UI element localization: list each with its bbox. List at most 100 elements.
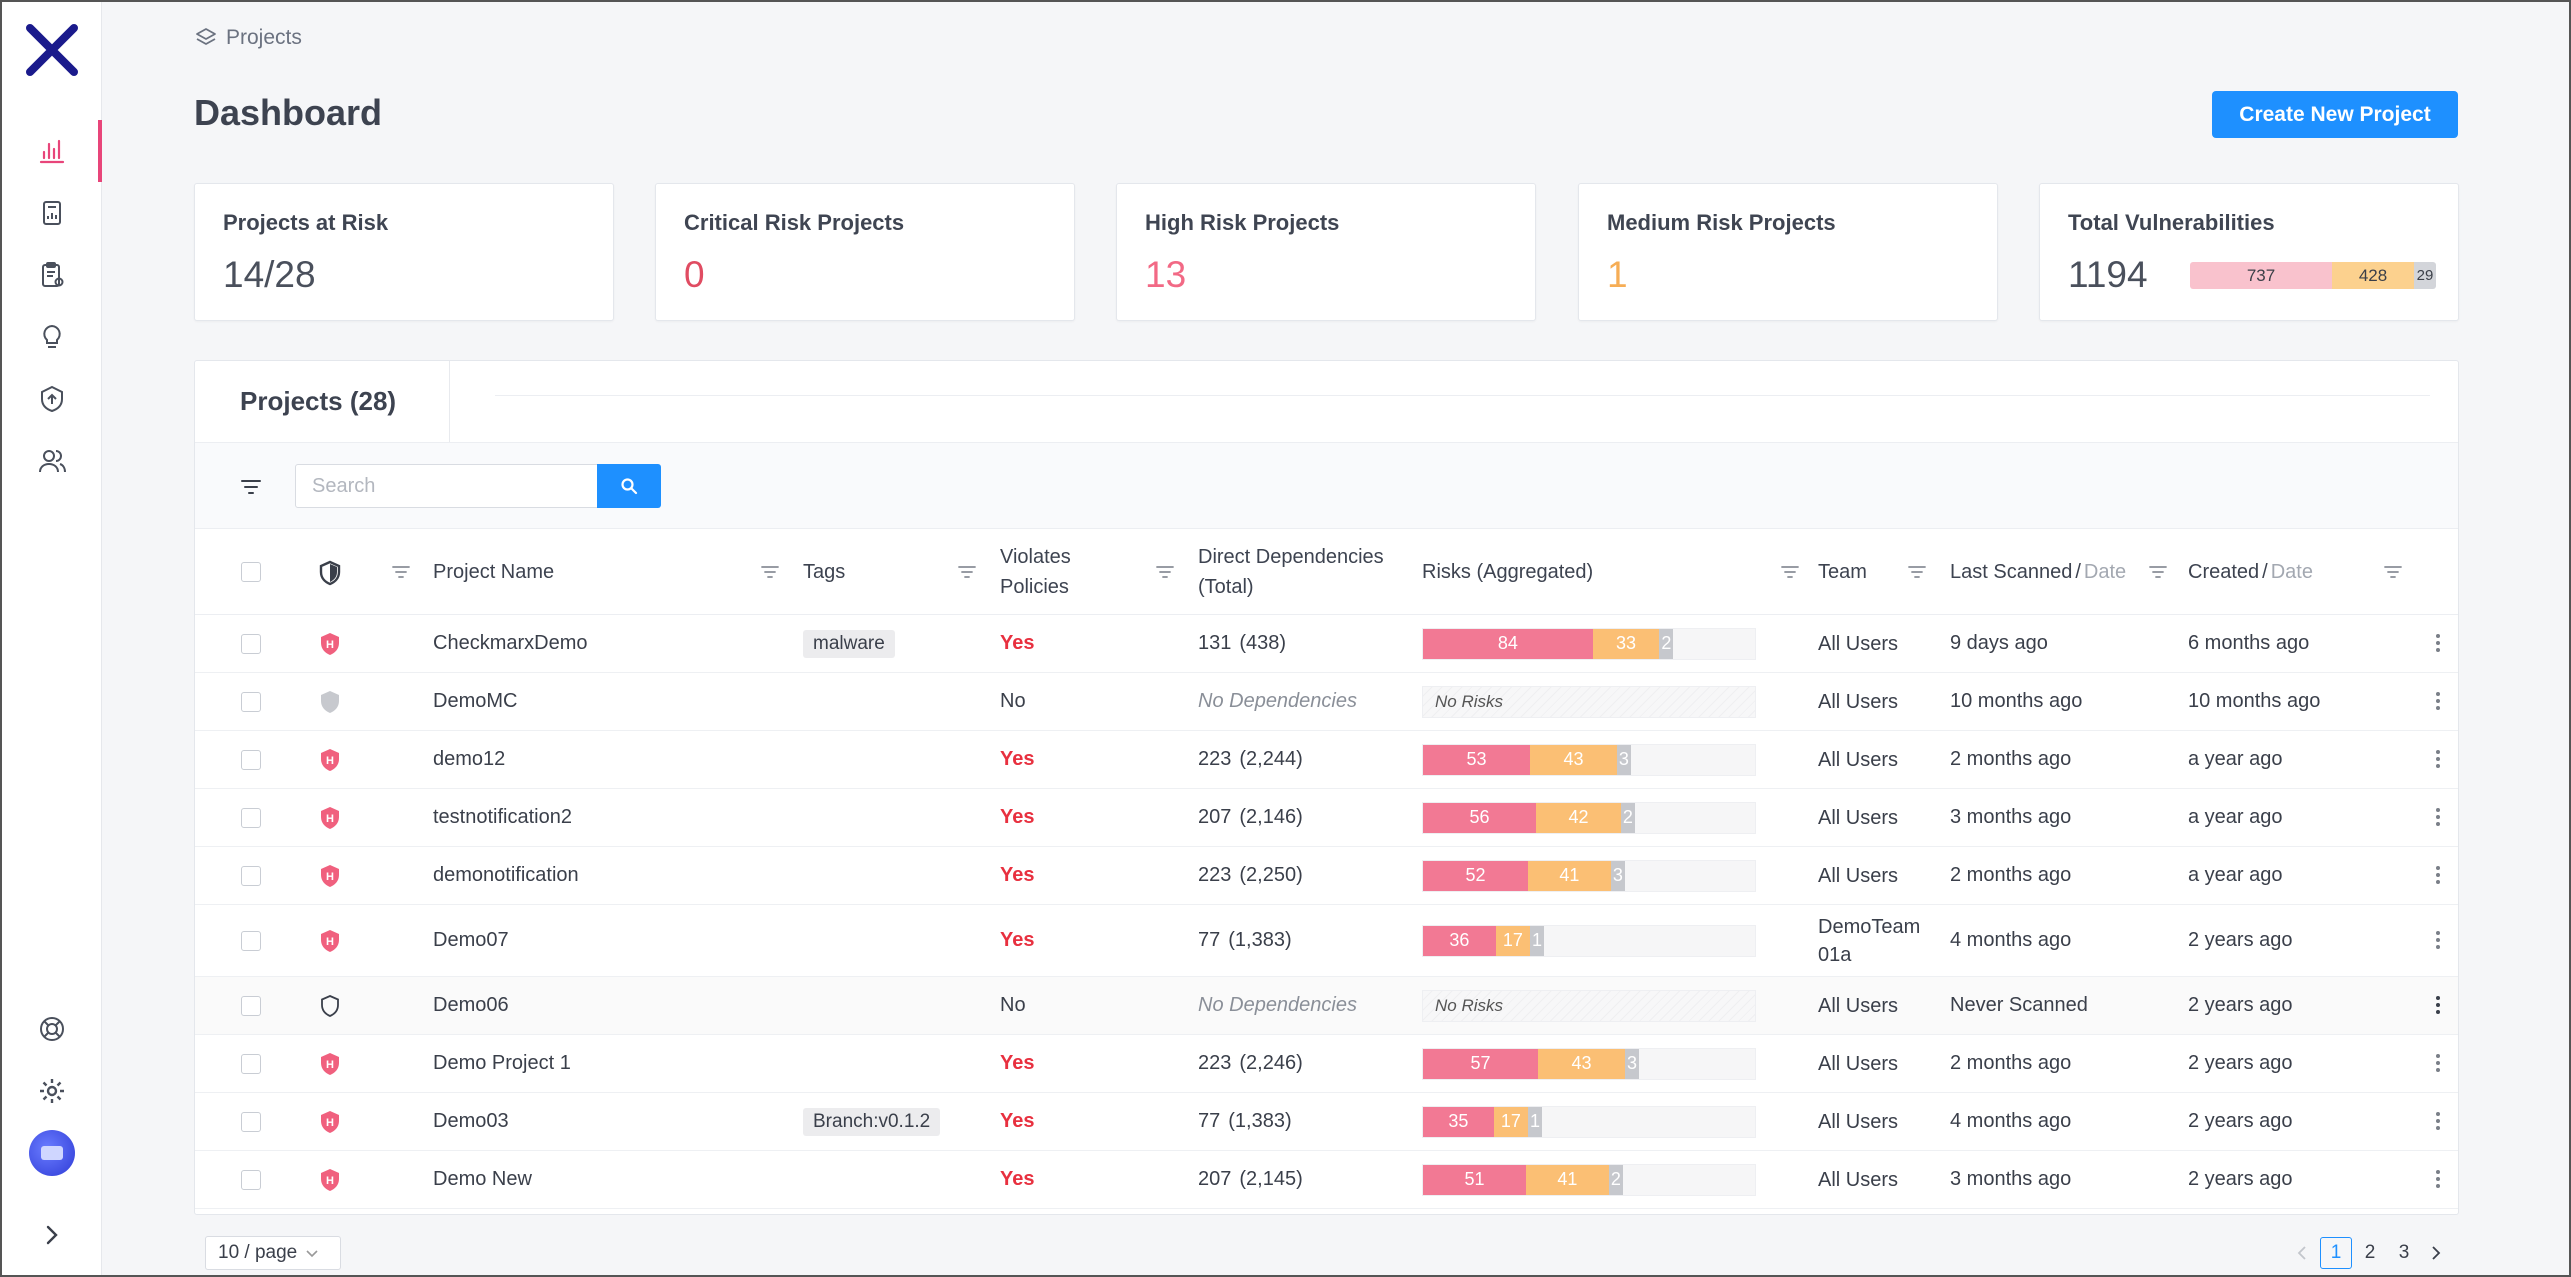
- col-tags[interactable]: Tags: [803, 561, 846, 583]
- nav-dashboard[interactable]: [2, 120, 102, 182]
- table-row[interactable]: H Demo New Yes 207 (2,145) 51 41 2 All Users 3 mo…: [195, 1151, 2458, 1209]
- row-more-menu[interactable]: [2435, 749, 2441, 770]
- project-tag[interactable]: malware: [803, 629, 895, 658]
- row-checkbox[interactable]: [241, 931, 261, 951]
- violates-policies: Yes: [1000, 1110, 1035, 1132]
- filter-icon[interactable]: [2148, 563, 2168, 581]
- row-more-menu[interactable]: [2435, 865, 2441, 886]
- col-risks[interactable]: Risks (Aggregated): [1422, 561, 1594, 583]
- col-team[interactable]: Team: [1818, 561, 1867, 583]
- project-name[interactable]: Demo06: [433, 994, 509, 1016]
- risk-bar[interactable]: 52 41 3: [1422, 859, 1756, 892]
- risk-bar[interactable]: 35 17 1: [1422, 1105, 1756, 1138]
- search-input[interactable]: [295, 464, 599, 508]
- row-more-menu[interactable]: [2435, 633, 2441, 654]
- nav-policies[interactable]: [2, 244, 102, 306]
- project-name[interactable]: Demo07: [433, 929, 509, 951]
- row-checkbox[interactable]: [241, 750, 261, 770]
- filter-icon[interactable]: [1907, 563, 1927, 581]
- search-button[interactable]: [597, 464, 661, 508]
- risk-bar[interactable]: 36 17 1: [1422, 924, 1756, 957]
- row-checkbox[interactable]: [241, 1112, 261, 1132]
- nav-insights[interactable]: [2, 306, 102, 368]
- table-row[interactable]: H Demo07 Yes 77 (1,383) 36 17 1 DemoTeam 01a 4 mo…: [195, 905, 2458, 977]
- tab-projects[interactable]: Projects (28): [195, 361, 450, 442]
- filter-icon[interactable]: [391, 563, 411, 581]
- table-row[interactable]: H Demo03 Branch:v0.1.2 Yes 77 (1,383) 35 17 1 All…: [195, 1093, 2458, 1151]
- project-name[interactable]: Demo03: [433, 1110, 509, 1132]
- page-1[interactable]: 1: [2320, 1237, 2352, 1269]
- table-row[interactable]: H Demo Project 1 Yes 223 (2,246) 57 43 3 All Use…: [195, 1035, 2458, 1093]
- created: 6 months ago: [2188, 632, 2310, 654]
- row-more-menu[interactable]: [2435, 691, 2441, 712]
- project-name[interactable]: Demo New: [433, 1168, 532, 1190]
- row-checkbox[interactable]: [241, 996, 261, 1016]
- violates-policies: No: [1000, 994, 1026, 1016]
- project-name[interactable]: demonotification: [433, 864, 579, 886]
- next-page-button[interactable]: [2426, 1237, 2446, 1269]
- col-violates-policies[interactable]: Violates Policies: [1000, 546, 1071, 598]
- sidebar-expand[interactable]: [2, 1204, 102, 1266]
- violates-policies: Yes: [1000, 1168, 1035, 1190]
- row-more-menu[interactable]: [2435, 807, 2441, 828]
- row-checkbox[interactable]: [241, 1170, 261, 1190]
- risk-bar[interactable]: 57 43 3: [1422, 1047, 1756, 1080]
- row-more-menu[interactable]: [2435, 1111, 2441, 1132]
- risk-bar[interactable]: 56 42 2: [1422, 801, 1756, 834]
- page-2[interactable]: 2: [2364, 1242, 2376, 1263]
- row-checkbox[interactable]: [241, 808, 261, 828]
- table-row[interactable]: DemoMC No No Dependencies No Risks All Users…: [195, 673, 2458, 731]
- risk-bar[interactable]: 51 41 2: [1422, 1163, 1756, 1196]
- page-3[interactable]: 3: [2398, 1242, 2410, 1263]
- row-more-menu[interactable]: [2435, 995, 2441, 1016]
- total-dependencies: (2,246): [1239, 1052, 1303, 1074]
- risk-bar-empty: No Risks: [1422, 685, 1756, 718]
- risk-bar[interactable]: 84 33 2: [1422, 627, 1756, 660]
- breadcrumb[interactable]: Projects: [194, 26, 302, 50]
- project-tag[interactable]: Branch:v0.1.2: [803, 1107, 941, 1136]
- app-logo-icon[interactable]: [24, 22, 80, 78]
- row-checkbox[interactable]: [241, 866, 261, 886]
- vuln-medium-segment: 428: [2332, 262, 2414, 289]
- col-created[interactable]: Created / Date: [2188, 529, 2313, 615]
- row-checkbox[interactable]: [241, 634, 261, 654]
- filter-icon[interactable]: [239, 475, 263, 499]
- row-checkbox[interactable]: [241, 692, 261, 712]
- row-checkbox[interactable]: [241, 1054, 261, 1074]
- bar-chart-icon: [39, 139, 65, 164]
- row-more-menu[interactable]: [2435, 1053, 2441, 1074]
- vulnerability-breakdown-bar[interactable]: 737 428 29: [2190, 262, 2436, 289]
- prev-page-button[interactable]: [2292, 1237, 2312, 1269]
- row-more-menu[interactable]: [2435, 930, 2441, 951]
- project-name[interactable]: CheckmarxDemo: [433, 632, 588, 654]
- filter-icon[interactable]: [957, 563, 977, 581]
- col-project-name[interactable]: Project Name: [433, 561, 555, 583]
- table-row[interactable]: Demo06 No No Dependencies No Risks All Users…: [195, 977, 2458, 1035]
- project-name[interactable]: demo12: [433, 748, 506, 770]
- create-project-button[interactable]: Create New Project: [2212, 91, 2458, 138]
- nav-settings[interactable]: [2, 1060, 102, 1122]
- nav-security[interactable]: [2, 368, 102, 430]
- col-direct-dependencies[interactable]: Direct Dependencies (Total): [1198, 529, 1384, 615]
- project-name[interactable]: Demo Project 1: [433, 1052, 571, 1074]
- select-all-checkbox[interactable]: [241, 562, 261, 582]
- project-name[interactable]: testnotification2: [433, 806, 572, 828]
- filter-icon[interactable]: [1780, 563, 1800, 581]
- col-last-scanned[interactable]: Last Scanned / Date: [1950, 529, 2126, 615]
- project-name[interactable]: DemoMC: [433, 690, 518, 712]
- nav-reports[interactable]: [2, 182, 102, 244]
- risk-bar[interactable]: 53 43 3: [1422, 743, 1756, 776]
- avatar[interactable]: [29, 1130, 75, 1176]
- filter-icon[interactable]: [2383, 563, 2403, 581]
- page-size-select[interactable]: 10 / page: [205, 1236, 341, 1270]
- filter-icon[interactable]: [1155, 563, 1175, 581]
- nav-users[interactable]: [2, 430, 102, 492]
- nav-help[interactable]: [2, 998, 102, 1060]
- filter-icon[interactable]: [760, 563, 780, 581]
- no-risks-label: No Risks: [1435, 691, 1504, 711]
- table-row[interactable]: H CheckmarxDemo malware Yes 131 (438) 84 33 2 All…: [195, 615, 2458, 673]
- row-more-menu[interactable]: [2435, 1169, 2441, 1190]
